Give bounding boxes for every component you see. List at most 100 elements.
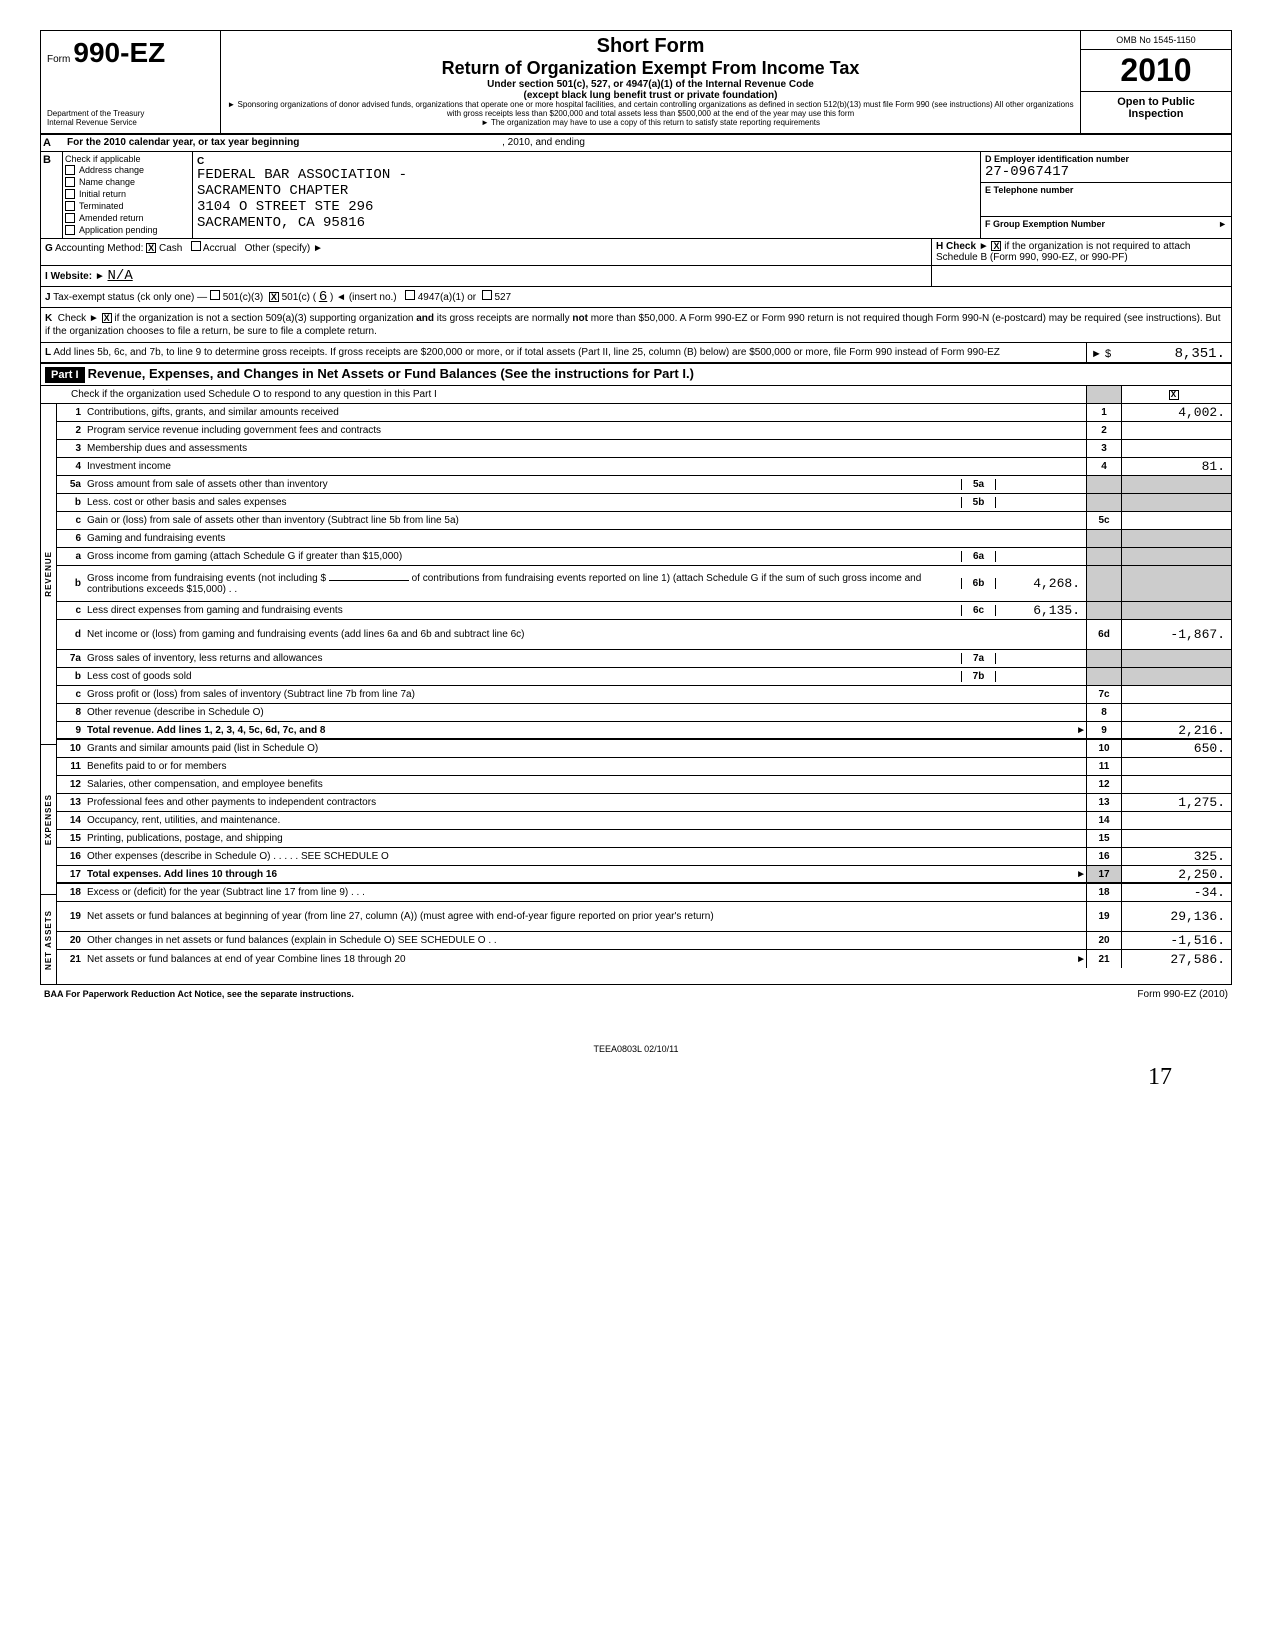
line-18-box: 18 xyxy=(1086,884,1121,901)
line-9-num: 9 xyxy=(57,725,87,736)
line-11: 11 Benefits paid to or for members 11 xyxy=(57,758,1231,776)
line-13-num: 13 xyxy=(57,797,87,808)
label-b: B xyxy=(41,152,63,238)
line-6d-desc: Net income or (loss) from gaming and fun… xyxy=(87,627,1086,642)
line-6: 6 Gaming and fundraising events xyxy=(57,530,1231,548)
line-17-amt: 2,250. xyxy=(1121,866,1231,882)
line-6b-num: b xyxy=(57,578,87,589)
footer: BAA For Paperwork Reduction Act Notice, … xyxy=(40,985,1232,1004)
label-k: K xyxy=(45,313,52,324)
lbl-cash: Cash xyxy=(159,243,182,254)
line-18-num: 18 xyxy=(57,887,87,898)
side-revenue: REVENUE xyxy=(44,551,53,597)
lbl-527: 527 xyxy=(494,292,511,303)
line-2: 2 Program service revenue including gove… xyxy=(57,422,1231,440)
line-11-amt xyxy=(1121,758,1231,775)
cb-527[interactable] xyxy=(482,290,492,300)
irs-label: Internal Revenue Service xyxy=(47,118,214,127)
line-4-num: 4 xyxy=(57,461,87,472)
cb-4947[interactable] xyxy=(405,290,415,300)
line-16-box: 16 xyxy=(1086,848,1121,865)
handwritten-mark: 17 xyxy=(40,1064,1232,1091)
line-6b-mbox: 6b xyxy=(961,578,996,589)
line-7a-num: 7a xyxy=(57,653,87,664)
cb-accrual[interactable] xyxy=(191,241,201,251)
label-g: G xyxy=(45,243,53,254)
line-19-num: 19 xyxy=(57,911,87,922)
line-20-amt: -1,516. xyxy=(1121,932,1231,949)
inspection: Inspection xyxy=(1085,108,1227,120)
tax-year: 2010 xyxy=(1081,50,1231,92)
label-j: J xyxy=(45,292,51,303)
row-i: I Website: ► N/A xyxy=(41,266,1231,287)
line-13-amt: 1,275. xyxy=(1121,794,1231,811)
cb-cash[interactable] xyxy=(146,243,156,253)
cb-name-change[interactable] xyxy=(65,177,75,187)
teea-code: TEEA0803L 02/10/11 xyxy=(40,1044,1232,1054)
note2: ► The organization may have to use a cop… xyxy=(225,119,1076,128)
line-10-num: 10 xyxy=(57,743,87,754)
accounting-method-label: Accounting Method: xyxy=(55,243,143,254)
line-6a: a Gross income from gaming (attach Sched… xyxy=(57,548,1231,566)
cb-501c[interactable] xyxy=(269,292,279,302)
line-5a: 5a Gross amount from sale of assets othe… xyxy=(57,476,1231,494)
return-title: Return of Organization Exempt From Incom… xyxy=(225,58,1076,79)
note1: ► Sponsoring organizations of donor advi… xyxy=(225,101,1076,119)
line-10-box: 10 xyxy=(1086,740,1121,757)
line-1-box: 1 xyxy=(1086,404,1121,421)
cb-initial-return[interactable] xyxy=(65,189,75,199)
lbl-name-change: Name change xyxy=(79,177,135,187)
lbl-amended: Amended return xyxy=(79,213,144,223)
line-18: 18 Excess or (deficit) for the year (Sub… xyxy=(57,884,1231,902)
cb-terminated[interactable] xyxy=(65,201,75,211)
line-11-num: 11 xyxy=(57,761,87,772)
cb-pending[interactable] xyxy=(65,225,75,235)
line-6c: c Less direct expenses from gaming and f… xyxy=(57,602,1231,620)
line-6-num: 6 xyxy=(57,533,87,544)
part1-header-row: Part I Revenue, Expenses, and Changes in… xyxy=(41,364,1231,386)
row-a: A For the 2010 calendar year, or tax yea… xyxy=(41,135,1231,152)
line-5b-mbox: 5b xyxy=(961,497,996,508)
cb-h-not-required[interactable] xyxy=(991,241,1001,251)
org-addr-2: SACRAMENTO, CA 95816 xyxy=(197,215,976,231)
line-9-desc: Total revenue. Add lines 1, 2, 3, 4, 5c,… xyxy=(87,725,325,736)
line-6d: d Net income or (loss) from gaming and f… xyxy=(57,620,1231,650)
line-13-box: 13 xyxy=(1086,794,1121,811)
baa-notice: BAA For Paperwork Reduction Act Notice, … xyxy=(44,989,354,1000)
line-8-desc: Other revenue (describe in Schedule O) xyxy=(87,705,1086,720)
cb-part1-schedo[interactable] xyxy=(1169,390,1179,400)
line-3: 3 Membership dues and assessments 3 xyxy=(57,440,1231,458)
cb-501c3[interactable] xyxy=(210,290,220,300)
row-a-mid: , 2010, and ending xyxy=(502,137,585,148)
line-7a: 7a Gross sales of inventory, less return… xyxy=(57,650,1231,668)
line-11-box: 11 xyxy=(1086,758,1121,775)
line-19: 19 Net assets or fund balances at beginn… xyxy=(57,902,1231,932)
form-header: Form 990-EZ Department of the Treasury I… xyxy=(41,31,1231,135)
line-19-amt: 29,136. xyxy=(1121,902,1231,931)
side-net-assets: NET ASSETS xyxy=(44,910,53,970)
cb-k[interactable] xyxy=(102,313,112,323)
row-l: L Add lines 5b, 6c, and 7b, to line 9 to… xyxy=(41,343,1231,364)
line-6-desc: Gaming and fundraising events xyxy=(87,531,1086,546)
line-19-box: 19 xyxy=(1086,902,1121,931)
line-12-desc: Salaries, other compensation, and employ… xyxy=(87,777,1086,792)
cb-address-change[interactable] xyxy=(65,165,75,175)
line-12-num: 12 xyxy=(57,779,87,790)
line-11-desc: Benefits paid to or for members xyxy=(87,759,1086,774)
cb-amended[interactable] xyxy=(65,213,75,223)
line-16: 16 Other expenses (describe in Schedule … xyxy=(57,848,1231,866)
label-c: C xyxy=(197,156,976,167)
line-14: 14 Occupancy, rent, utilities, and maint… xyxy=(57,812,1231,830)
line-15-num: 15 xyxy=(57,833,87,844)
side-expenses: EXPENSES xyxy=(44,794,53,845)
line-7c-desc: Gross profit or (loss) from sales of inv… xyxy=(87,687,1086,702)
lbl-address-change: Address change xyxy=(79,165,144,175)
line-20-num: 20 xyxy=(57,935,87,946)
line-14-num: 14 xyxy=(57,815,87,826)
line-6a-mbox: 6a xyxy=(961,551,996,562)
label-f-group: F Group Exemption Number xyxy=(985,219,1105,229)
line-13: 13 Professional fees and other payments … xyxy=(57,794,1231,812)
line-7a-mbox: 7a xyxy=(961,653,996,664)
header-right: OMB No 1545-1150 2010 Open to Public Ins… xyxy=(1081,31,1231,133)
short-form-label: Short Form xyxy=(225,35,1076,58)
